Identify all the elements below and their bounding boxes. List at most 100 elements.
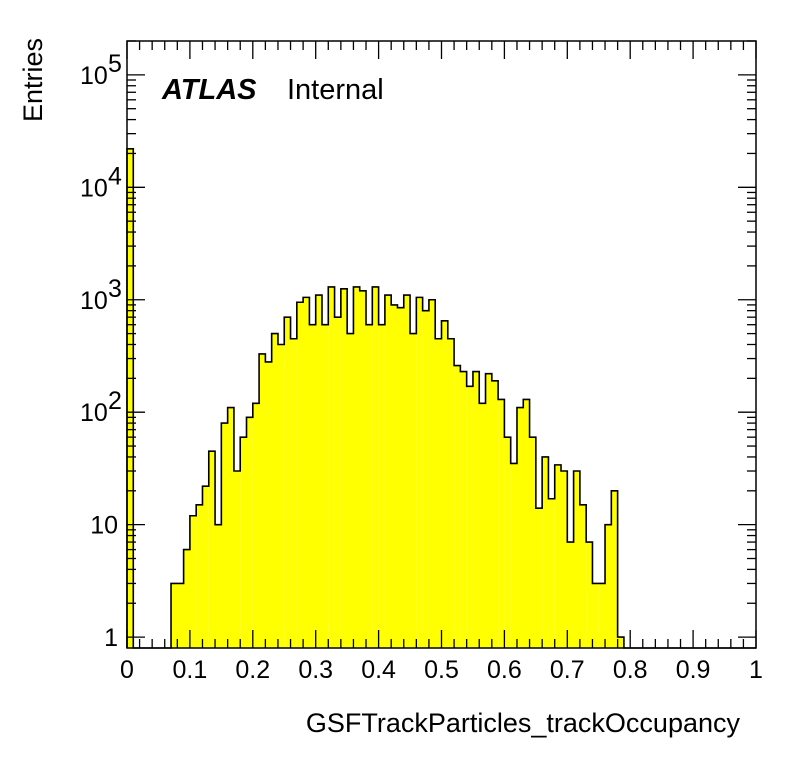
histogram-bin [542, 456, 549, 648]
histogram-bin [359, 290, 367, 648]
histogram-bin [315, 295, 322, 648]
histogram-bin [366, 324, 373, 648]
histogram-bin [605, 524, 612, 648]
histogram-bin [240, 437, 247, 648]
y-tick-exponent: 3 [108, 275, 122, 303]
histogram-bin [189, 515, 197, 648]
histogram-bin [183, 549, 190, 648]
y-tick-exponent: 2 [108, 387, 122, 415]
histogram-bin [579, 504, 587, 648]
histogram-bin [529, 437, 536, 648]
y-tick-label: 10 [90, 512, 118, 540]
plot-frame [126, 40, 757, 649]
histogram-outline [126, 147, 756, 649]
histogram-bin [592, 583, 599, 648]
atlas-label: ATLAS [161, 74, 257, 106]
x-tick-label: 1 [749, 656, 763, 684]
histogram-bin [296, 302, 304, 648]
histogram-bin [196, 504, 203, 648]
histogram-bin [347, 333, 354, 648]
x-tick-label: 0.2 [235, 656, 270, 684]
y-tick-exponent: 5 [108, 50, 122, 78]
x-tick-label: 0.7 [550, 656, 585, 684]
x-tick-label: 0.3 [298, 656, 333, 684]
histogram-bin [397, 307, 404, 648]
histogram-bin [441, 320, 448, 648]
histogram-bin [586, 542, 593, 648]
histogram-bin [485, 373, 492, 648]
histogram-bin [384, 295, 392, 648]
histogram-bin [479, 403, 486, 648]
x-tick-label: 0.4 [361, 656, 396, 684]
histogram-bin [233, 470, 241, 648]
histogram-bin [573, 470, 580, 648]
histogram-bin [491, 380, 499, 648]
histogram-bin [611, 490, 618, 648]
histogram-bin [177, 583, 184, 648]
histogram-bin [284, 317, 291, 648]
histogram-bin [460, 371, 467, 648]
histogram-bin [472, 371, 480, 648]
histogram-bin [378, 324, 385, 648]
histogram-bin [416, 297, 423, 648]
y-axis-title: Entries [18, 38, 48, 122]
histogram-bin [208, 451, 216, 648]
histogram-bin [548, 498, 555, 648]
histogram-bin [410, 333, 417, 648]
histogram-bin [454, 365, 461, 648]
histogram-bin [428, 299, 436, 648]
histogram-bin [510, 463, 517, 648]
histogram-bin [372, 286, 379, 648]
x-tick-label: 0.5 [424, 656, 459, 684]
x-tick-label: 0.8 [613, 656, 648, 684]
x-tick-label: 0.6 [487, 656, 522, 684]
histogram-bin [523, 399, 530, 648]
histogram-bin [227, 407, 234, 648]
histogram-bars [126, 147, 756, 649]
histogram-bin [498, 399, 505, 648]
histogram-bin [466, 386, 473, 648]
histogram-bin [246, 417, 253, 648]
histogram-bin [422, 310, 429, 648]
y-tick-label: 10 [80, 62, 108, 90]
histogram-bin [561, 470, 568, 648]
x-tick-label: 0 [120, 656, 134, 684]
histogram-bin [328, 286, 335, 648]
histogram-bin [265, 361, 272, 648]
x-axis-title: GSFTrackParticles_trackOccupancy [306, 708, 741, 738]
y-tick-label: 1 [104, 624, 118, 652]
histogram-bin [617, 637, 624, 648]
histogram-bin [447, 338, 455, 648]
histogram-bin [391, 304, 398, 648]
histogram-bin [171, 583, 178, 648]
histogram-bin [271, 333, 278, 648]
histogram-bin [202, 486, 209, 648]
histogram-bin [277, 344, 285, 648]
histogram-bin [598, 583, 606, 648]
y-tick-label: 10 [80, 287, 108, 315]
histogram-bin [516, 407, 524, 648]
histogram-bin [403, 295, 411, 648]
x-tick-labels: 0 0.1 0.2 0.3 0.4 0.5 0.6 0.7 0.8 0.9 1 [120, 656, 763, 684]
histogram-bin [127, 148, 134, 648]
histogram-bin [334, 317, 341, 648]
x-tick-label: 0.1 [173, 656, 208, 684]
histogram-bin [215, 524, 222, 648]
axis-ticks [126, 40, 757, 648]
histogram-bin [303, 297, 310, 648]
internal-label: Internal [287, 74, 384, 106]
histogram-bin [435, 338, 442, 648]
histogram-bin [309, 324, 316, 648]
histogram-bin [535, 508, 543, 648]
y-tick-exponent: 4 [108, 162, 122, 190]
histogram-bin [504, 437, 511, 648]
x-tick-label: 0.9 [676, 656, 711, 684]
histogram-bin [340, 288, 348, 648]
histogram-bin [221, 423, 228, 648]
histogram-bin [567, 542, 574, 648]
histogram-bin [353, 286, 360, 648]
histogram-bin [259, 353, 266, 648]
histogram-bin [554, 464, 562, 648]
